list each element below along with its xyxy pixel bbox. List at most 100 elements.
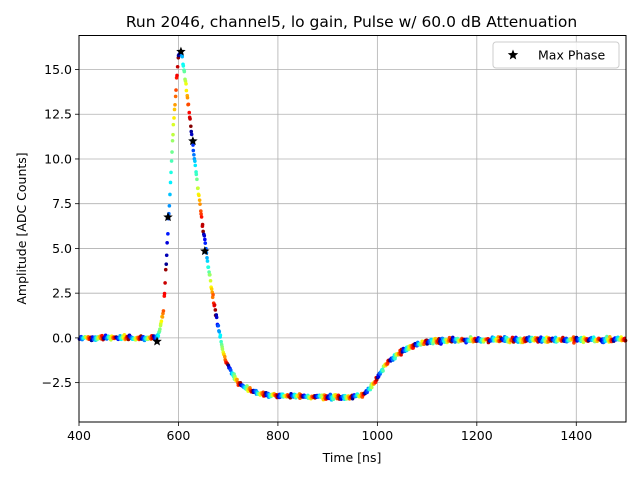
phase-point (218, 333, 223, 338)
phase-point (158, 327, 162, 331)
phase-point (213, 308, 218, 312)
phase-point (194, 172, 199, 177)
phase-point (168, 192, 172, 197)
y-tick-label: 15.0 (44, 62, 72, 77)
phase-point (453, 340, 457, 344)
phase-point (168, 180, 173, 185)
plot-frame (78, 35, 627, 423)
phase-point (245, 384, 249, 388)
phase-point (159, 319, 164, 324)
y-tick-label: 5.0 (52, 241, 72, 256)
legend-label: Max Phase (538, 48, 605, 63)
phase-point (369, 385, 374, 390)
phase-point (170, 150, 174, 154)
max-phase-star (200, 246, 210, 256)
phase-point (163, 281, 167, 285)
phase-point (173, 94, 178, 99)
phase-point (170, 138, 175, 143)
phase-point (217, 329, 222, 334)
phase-point (186, 102, 191, 107)
phase-point (189, 129, 194, 134)
phase-point (189, 132, 194, 137)
phase-point (122, 333, 127, 337)
phase-point (181, 64, 186, 68)
phase-point (162, 291, 167, 296)
phase-point (208, 278, 213, 283)
phase-point (206, 265, 211, 269)
phase-point (608, 335, 612, 339)
phase-point (172, 107, 177, 112)
phase-point (169, 159, 174, 163)
phase-point (205, 259, 210, 263)
phase-point (192, 152, 196, 157)
phase-point (197, 193, 201, 198)
phase-point (199, 212, 203, 216)
phase-point (180, 54, 185, 59)
phase-point (207, 270, 211, 274)
phase-point (196, 186, 200, 190)
phase-point (203, 241, 208, 245)
phase-point (166, 232, 170, 236)
phase-point (160, 315, 165, 319)
phase-point (216, 323, 221, 328)
x-tick-label: 800 (266, 428, 290, 443)
phase-point (184, 82, 188, 86)
phase-point (193, 163, 198, 168)
phase-point (199, 215, 204, 219)
x-tick-label: 1000 (361, 428, 393, 443)
phase-point (209, 287, 214, 291)
phase-point (200, 222, 205, 227)
phase-point (235, 377, 239, 382)
max-phase-star (152, 336, 162, 346)
phase-point (220, 347, 225, 351)
chart-title: Run 2046, channel5, lo gain, Pulse w/ 60… (126, 13, 577, 31)
phase-point (167, 204, 172, 208)
phase-point (581, 340, 586, 345)
phase-point (195, 177, 199, 182)
max-phase-star (188, 136, 198, 146)
x-axis-label: Time [ns] (322, 450, 382, 465)
x-tick-label: 1200 (461, 428, 493, 443)
phase-point (156, 334, 161, 338)
legend: Max Phase (492, 41, 620, 69)
phase-point (201, 229, 205, 234)
y-tick-label: 2.5 (52, 286, 72, 301)
y-tick-label: −2.5 (42, 375, 72, 390)
max-phase-star (176, 46, 186, 56)
phase-point (202, 233, 207, 238)
phase-point (165, 240, 169, 245)
phase-point (173, 102, 177, 107)
phase-point (175, 64, 180, 69)
phase-point (175, 73, 179, 78)
x-tick-label: 400 (67, 428, 91, 443)
x-axis-ticks: 400 600 800 1000 1200 1400 (67, 422, 592, 443)
y-tick-label: 7.5 (52, 196, 72, 211)
phase-point (184, 88, 189, 93)
grid-lines (78, 35, 626, 422)
phase-point (174, 88, 178, 92)
phase-point (211, 292, 215, 297)
phase-point (222, 354, 227, 359)
phase-point (164, 262, 169, 266)
phase-point (399, 353, 403, 357)
y-tick-label: 12.5 (44, 107, 72, 122)
phase-point (197, 198, 202, 202)
phase-point (214, 315, 219, 320)
phase-point (203, 237, 207, 242)
x-tick-label: 600 (167, 428, 191, 443)
x-tick-label: 1400 (560, 428, 592, 443)
phase-point (183, 79, 188, 83)
phase-point (191, 148, 196, 153)
phase-point (219, 339, 223, 344)
phase-point (208, 273, 212, 277)
phase-point (171, 122, 176, 127)
phase-point (591, 335, 596, 339)
y-axis-ticks: −2.5 0.0 2.5 5.0 7.5 10.0 12.5 15.0 (42, 62, 79, 390)
phase-point (182, 69, 187, 74)
phase-point (189, 124, 193, 129)
phase-point (161, 309, 166, 313)
max-phase-star (163, 212, 173, 222)
phase-point (163, 267, 168, 272)
phase-point (164, 253, 169, 258)
